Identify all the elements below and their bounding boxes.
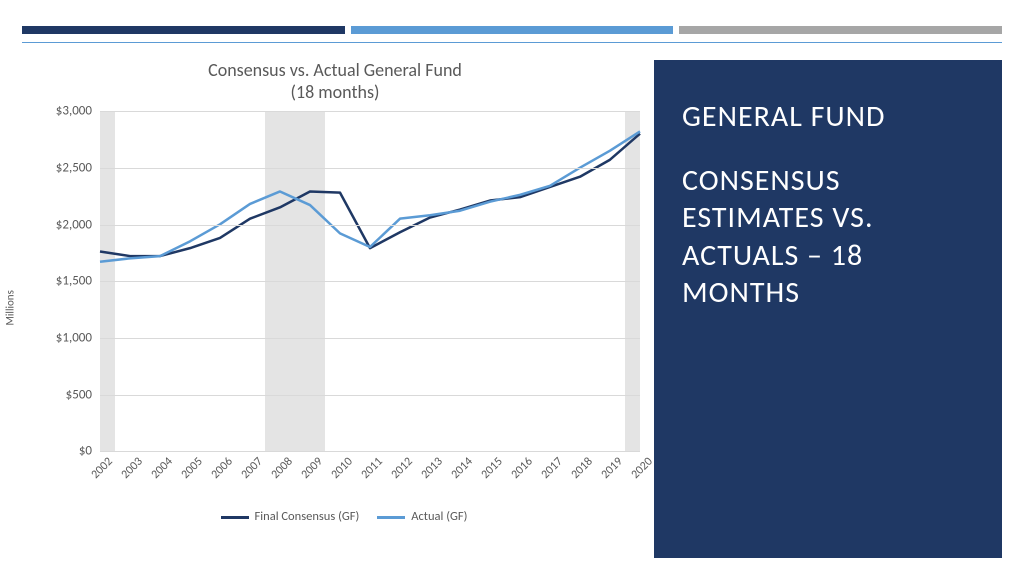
chart-title-l2: (18 months) bbox=[291, 81, 380, 103]
x-tick-label: 2015 bbox=[479, 455, 506, 482]
top-bar-segment bbox=[22, 26, 345, 34]
x-tick-label: 2007 bbox=[239, 455, 266, 482]
x-tick-label: 2010 bbox=[329, 455, 356, 482]
y-tick-label: $1,500 bbox=[56, 274, 100, 289]
legend-label: Actual (GF) bbox=[411, 509, 467, 524]
y-axis-label: Millions bbox=[4, 290, 17, 325]
panel-heading-2: CONSENSUS ESTIMATES VS. ACTUALS – 18 MON… bbox=[682, 162, 974, 312]
legend-label: Final Consensus (GF) bbox=[255, 509, 360, 524]
x-tick-label: 2016 bbox=[509, 455, 536, 482]
x-tick-label: 2008 bbox=[269, 455, 296, 482]
chart: Consensus vs. Actual General Fund (18 mo… bbox=[30, 60, 640, 558]
gridline bbox=[100, 225, 640, 226]
top-thin-line bbox=[22, 42, 1002, 43]
x-tick-label: 2013 bbox=[419, 455, 446, 482]
x-tick-label: 2017 bbox=[539, 455, 566, 482]
x-tick-label: 2020 bbox=[629, 455, 656, 482]
x-tick-label: 2011 bbox=[359, 455, 386, 482]
legend: Final Consensus (GF) Actual (GF) bbox=[30, 509, 640, 524]
x-tick-label: 2012 bbox=[389, 455, 416, 482]
x-tick-label: 2018 bbox=[569, 455, 596, 482]
gridline bbox=[100, 111, 640, 112]
series-line bbox=[100, 132, 640, 262]
gridline bbox=[100, 281, 640, 282]
legend-swatch bbox=[221, 516, 249, 519]
y-tick-label: $0 bbox=[79, 444, 100, 459]
top-bar-segment bbox=[679, 26, 1002, 34]
x-tick-label: 2005 bbox=[179, 455, 206, 482]
y-tick-label: $1,000 bbox=[56, 330, 100, 345]
top-bar-segment bbox=[351, 26, 674, 34]
top-accent-bar bbox=[22, 26, 1002, 40]
y-tick-label: $500 bbox=[66, 387, 100, 402]
chart-title: Consensus vs. Actual General Fund (18 mo… bbox=[30, 60, 640, 103]
y-tick-label: $2,500 bbox=[56, 160, 100, 175]
x-tick-label: 2014 bbox=[449, 455, 476, 482]
x-tick-label: 2004 bbox=[149, 455, 176, 482]
x-axis-ticks: 2002200320042005200620072008200920102011… bbox=[100, 451, 640, 501]
x-tick-label: 2003 bbox=[119, 455, 146, 482]
panel-heading-1: GENERAL FUND bbox=[682, 98, 974, 136]
x-tick-label: 2002 bbox=[89, 455, 116, 482]
y-tick-label: $3,000 bbox=[56, 104, 100, 119]
x-tick-label: 2009 bbox=[299, 455, 326, 482]
side-panel: GENERAL FUND CONSENSUS ESTIMATES VS. ACT… bbox=[654, 60, 1002, 558]
series-line bbox=[100, 134, 640, 256]
gridline bbox=[100, 338, 640, 339]
plot-area: $0$500$1,000$1,500$2,000$2,500$3,000 bbox=[100, 111, 640, 451]
gridline bbox=[100, 395, 640, 396]
gridline bbox=[100, 168, 640, 169]
x-tick-label: 2006 bbox=[209, 455, 236, 482]
chart-title-l1: Consensus vs. Actual General Fund bbox=[208, 59, 462, 81]
x-tick-label: 2019 bbox=[599, 455, 626, 482]
legend-swatch bbox=[377, 516, 405, 519]
y-tick-label: $2,000 bbox=[56, 217, 100, 232]
